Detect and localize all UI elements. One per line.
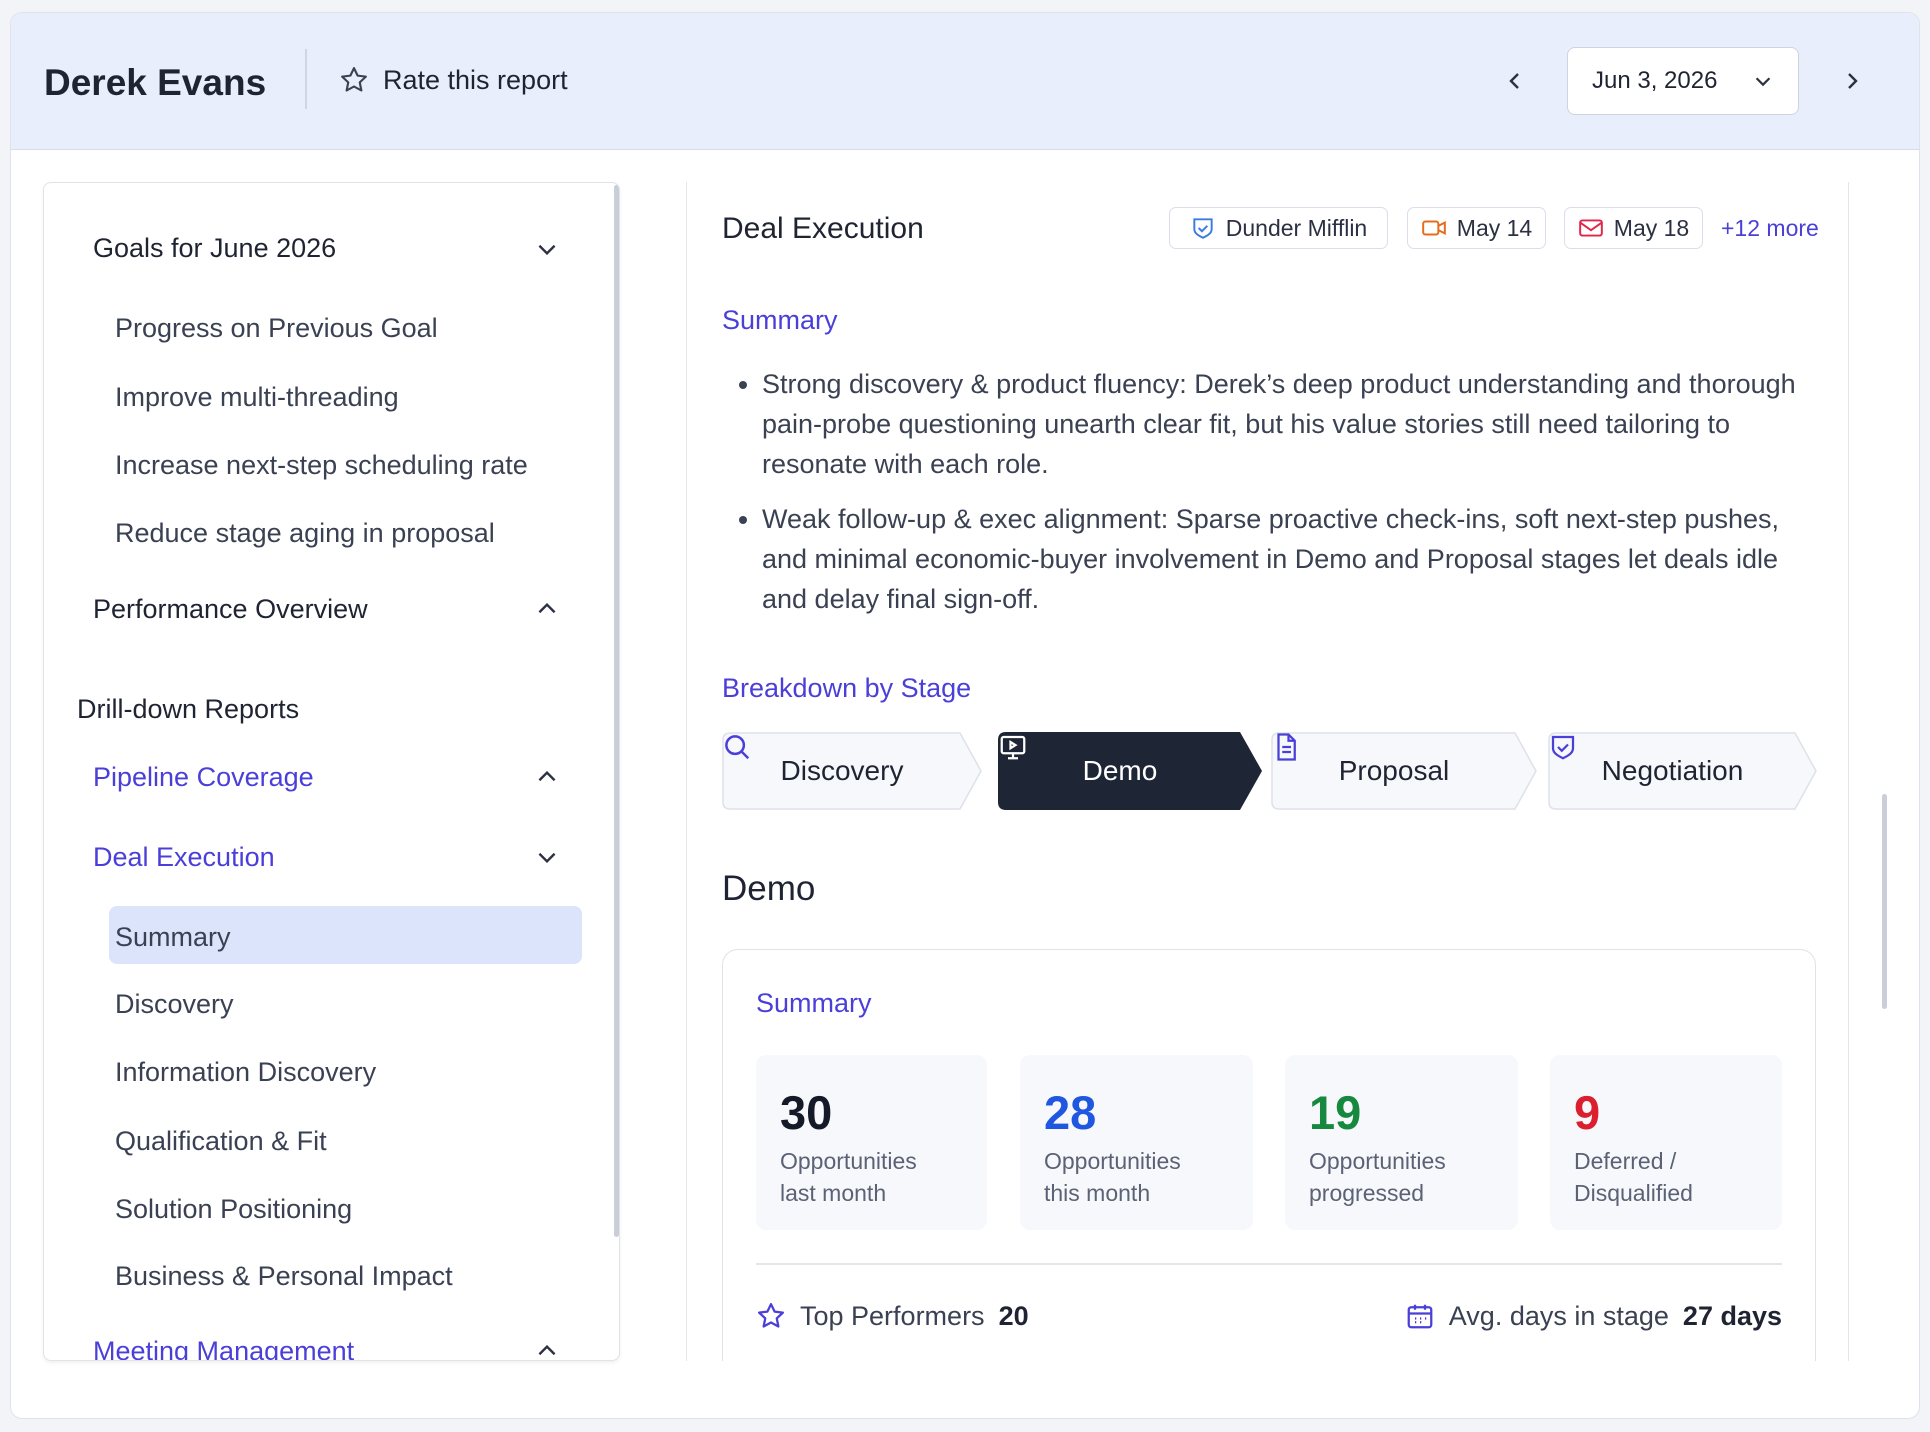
chip-label: May 18 bbox=[1613, 214, 1690, 241]
rate-button[interactable]: Rate this report bbox=[339, 63, 568, 97]
stat-label: Opportunities progressed bbox=[1309, 1148, 1446, 1206]
bullet: Strong discovery & product fluency: Dere… bbox=[762, 364, 1819, 484]
chevron-down bbox=[1755, 77, 1771, 87]
nav-item[interactable]: Information Discovery bbox=[115, 1057, 377, 1087]
prev-date[interactable] bbox=[1503, 69, 1527, 93]
chip[interactable]: May 14 bbox=[1407, 207, 1546, 249]
presentation-icon bbox=[1000, 735, 1026, 760]
next-date[interactable] bbox=[1840, 69, 1864, 93]
more-link[interactable]: +12 more bbox=[1721, 215, 1819, 241]
date-picker[interactable]: Jun 3, 2026 bbox=[1567, 47, 1799, 115]
metric-value: 27 days bbox=[1682, 1301, 1782, 1331]
divider bbox=[305, 49, 307, 109]
rate-label: Rate this report bbox=[383, 65, 568, 95]
tab-shape bbox=[1548, 732, 1817, 810]
chip-label: Dunder Mifflin bbox=[1225, 214, 1368, 241]
subheading: Summary bbox=[756, 988, 872, 1018]
tab-shape bbox=[722, 732, 982, 810]
stat-card: 30 Opportunities last month bbox=[756, 1055, 987, 1230]
stat-label: Opportunities this month bbox=[1044, 1148, 1181, 1206]
stat-card: 28 Opportunities this month bbox=[1020, 1055, 1253, 1230]
nav-item[interactable]: Solution Positioning bbox=[115, 1194, 353, 1224]
chip[interactable]: Dunder Mifflin bbox=[1169, 207, 1388, 249]
chevron-up bbox=[538, 1344, 556, 1356]
stage-tab[interactable]: Negotiation bbox=[1548, 732, 1817, 810]
tab-label: Discovery bbox=[780, 755, 904, 786]
stat-value: 9 bbox=[1574, 1086, 1601, 1139]
date-value: Jun 3, 2026 bbox=[1592, 67, 1718, 94]
metric-value: 20 bbox=[998, 1301, 1029, 1331]
nav-section[interactable]: Performance Overview bbox=[93, 594, 368, 624]
person-name: Derek Evans bbox=[44, 62, 267, 103]
stat-card: 19 Opportunities progressed bbox=[1285, 1055, 1518, 1230]
search-icon bbox=[725, 735, 750, 760]
stat-value: 28 bbox=[1044, 1086, 1097, 1139]
stage-tab[interactable]: Proposal bbox=[1271, 732, 1537, 810]
nav-item[interactable]: Reduce stage aging in proposal bbox=[115, 518, 495, 548]
tab-shape bbox=[1271, 732, 1537, 810]
tab-shape bbox=[998, 732, 1262, 810]
metric-label: Avg. days in stage bbox=[1448, 1301, 1669, 1331]
section-title: Deal Execution bbox=[722, 212, 924, 245]
chip-label: May 14 bbox=[1456, 214, 1533, 241]
sidebar: Goals for June 2026 Progress on Previous… bbox=[43, 182, 620, 1361]
nav-item[interactable]: Business & Personal Impact bbox=[115, 1261, 453, 1291]
stage-card: Summary 30 Opportunities last month 28 Opp… bbox=[722, 949, 1816, 1361]
nav-item[interactable]: Improve multi-threading bbox=[115, 382, 399, 412]
top-performers: Top Performers 20 bbox=[756, 1299, 1029, 1333]
nav-item[interactable]: Discovery bbox=[115, 989, 234, 1019]
stat-value: 19 bbox=[1309, 1086, 1362, 1139]
stat-card: 9 Deferred / Disqualified bbox=[1550, 1055, 1782, 1230]
nav-highlight bbox=[109, 906, 582, 964]
star-icon bbox=[341, 67, 367, 92]
chip[interactable]: May 18 bbox=[1564, 207, 1703, 249]
stage-title: Demo bbox=[722, 869, 816, 908]
stat-label: Deferred / Disqualified bbox=[1574, 1148, 1693, 1206]
scrollbar bbox=[614, 185, 619, 1237]
subheading: Summary bbox=[722, 305, 838, 335]
chevron-down bbox=[538, 244, 556, 256]
avg-days: Avg. days in stage 27 days bbox=[1405, 1299, 1782, 1333]
stat-value: 30 bbox=[780, 1086, 833, 1139]
calendar-icon bbox=[1407, 1304, 1433, 1329]
nav-item-active[interactable]: Summary bbox=[115, 922, 231, 952]
metric-label: Top Performers bbox=[800, 1301, 985, 1331]
handshake-icon bbox=[1193, 218, 1213, 239]
document-icon bbox=[1277, 733, 1296, 761]
tab-label: Demo bbox=[1082, 755, 1158, 786]
chevron-down bbox=[538, 852, 556, 864]
stage-tab[interactable]: Discovery bbox=[722, 732, 982, 810]
divider bbox=[756, 1263, 1782, 1265]
stage-tab-active[interactable]: Demo bbox=[998, 732, 1262, 810]
chevron-up bbox=[538, 602, 556, 614]
mail-icon bbox=[1578, 219, 1603, 237]
nav-item[interactable]: Increase next-step scheduling rate bbox=[115, 450, 528, 480]
tab-label-wrap: Demo bbox=[998, 732, 1242, 810]
tab-label: Negotiation bbox=[1601, 755, 1744, 786]
summary-list: Strong discovery & product fluency: Dere… bbox=[739, 364, 1819, 619]
tab-label-wrap: Discovery bbox=[722, 732, 962, 810]
nav-item[interactable]: Progress on Previous Goal bbox=[115, 313, 438, 343]
nav-section[interactable]: Goals for June 2026 bbox=[93, 233, 337, 263]
tab-label-wrap: Negotiation bbox=[1548, 732, 1797, 810]
subheading: Breakdown by Stage bbox=[722, 673, 972, 703]
handshake-icon bbox=[1551, 735, 1575, 760]
bullet: Weak follow-up & exec alignment: Sparse … bbox=[762, 499, 1819, 619]
nav-section[interactable]: Pipeline Coverage bbox=[93, 762, 314, 792]
scrollbar bbox=[1882, 794, 1887, 1009]
chevron-up bbox=[538, 770, 556, 782]
stat-label: Opportunities last month bbox=[780, 1148, 917, 1206]
tab-label-wrap: Proposal bbox=[1271, 732, 1517, 810]
nav-item[interactable]: Qualification & Fit bbox=[115, 1126, 327, 1156]
nav-section[interactable]: Meeting Management bbox=[93, 1336, 355, 1361]
nav-group-title: Drill-down Reports bbox=[77, 694, 300, 724]
nav-section[interactable]: Deal Execution bbox=[93, 842, 275, 872]
video-icon bbox=[1421, 220, 1446, 236]
star-icon bbox=[758, 1303, 784, 1328]
header: Derek Evans Rate this report Jun 3, 2026 bbox=[11, 13, 1919, 150]
main-panel: Deal Execution Dunder Mifflin May 14 May… bbox=[686, 182, 1849, 1361]
tab-label: Proposal bbox=[1338, 755, 1450, 786]
